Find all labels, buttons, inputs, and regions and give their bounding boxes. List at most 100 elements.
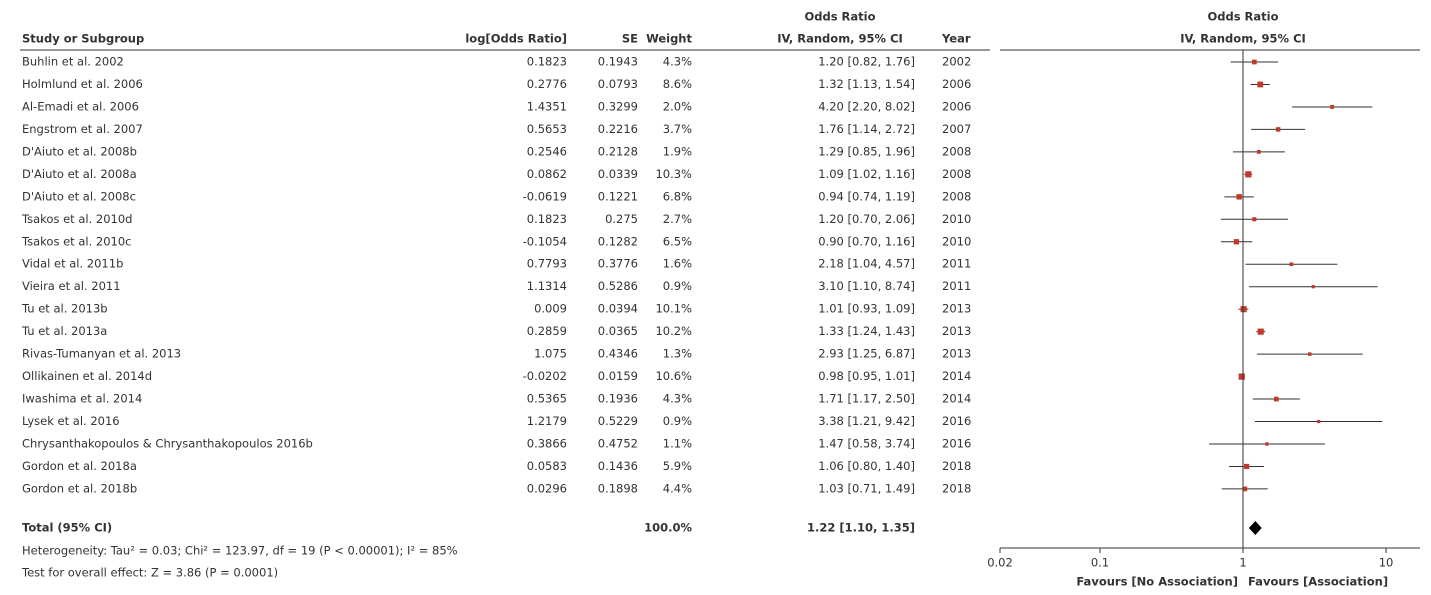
weight: 1.3%: [663, 347, 692, 361]
log-or: 1.1314: [527, 279, 567, 293]
point-estimate: [1240, 306, 1247, 313]
log-or: 0.0296: [527, 481, 567, 495]
study-name: Holmlund et al. 2006: [22, 77, 143, 91]
year: 2013: [942, 347, 971, 361]
or-ci: 1.76 [1.14, 2.72]: [818, 122, 915, 136]
study-name: D'Aiuto et al. 2008a: [22, 167, 137, 181]
log-or: 0.2546: [527, 144, 567, 158]
point-estimate: [1317, 419, 1321, 424]
favours-left: Favours [No Association]: [1076, 575, 1238, 589]
heterogeneity: Heterogeneity: Tau² = 0.03; Chi² = 123.9…: [22, 544, 458, 558]
se: 0.4346: [598, 347, 638, 361]
se: 0.1436: [598, 459, 638, 473]
point-estimate: [1308, 352, 1312, 356]
year: 2014: [942, 392, 971, 406]
year: 2018: [942, 481, 971, 495]
se: 0.2216: [598, 122, 638, 136]
log-or: -0.1054: [523, 234, 567, 248]
total-diamond: [1248, 521, 1262, 535]
se: 0.5286: [598, 279, 638, 293]
year: 2014: [942, 369, 971, 383]
log-or: 1.075: [534, 347, 567, 361]
weight: 1.1%: [663, 436, 692, 450]
point-estimate: [1252, 217, 1257, 222]
study-name: Lysek et al. 2016: [22, 414, 120, 428]
log-or: 0.0862: [527, 167, 567, 181]
year: 2008: [942, 189, 971, 203]
year: 2006: [942, 77, 971, 91]
se: 0.0793: [598, 77, 638, 91]
se: 0.0365: [598, 324, 638, 338]
or-ci: 1.20 [0.82, 1.76]: [818, 55, 915, 69]
study-name: Tu et al. 2013b: [21, 302, 108, 316]
se: 0.5229: [598, 414, 638, 428]
log-or: 0.009: [534, 302, 567, 316]
log-or: 0.2859: [527, 324, 567, 338]
year: 2006: [942, 99, 971, 113]
study-name: Vieira et al. 2011: [22, 279, 121, 293]
or-ci: 0.94 [0.74, 1.19]: [818, 189, 915, 203]
weight: 3.7%: [663, 122, 692, 136]
weight: 1.6%: [663, 257, 692, 271]
study-name: Buhlin et al. 2002: [22, 55, 124, 69]
log-or: 0.0583: [527, 459, 567, 473]
log-or: -0.0619: [523, 189, 567, 203]
log-or: 0.5653: [527, 122, 567, 136]
point-estimate: [1236, 194, 1242, 200]
log-or: 0.1823: [527, 212, 567, 226]
log-or: 0.5365: [527, 392, 567, 406]
weight: 0.9%: [663, 279, 692, 293]
x-tick-label: 10: [1379, 556, 1394, 570]
weight: 5.9%: [663, 459, 692, 473]
or-ci: 2.93 [1.25, 6.87]: [818, 347, 915, 361]
log-or: 0.1823: [527, 55, 567, 69]
or-ci: 0.90 [0.70, 1.16]: [818, 234, 915, 248]
se: 0.4752: [598, 436, 638, 450]
weight: 4.4%: [663, 481, 692, 495]
se: 0.1282: [598, 234, 638, 248]
point-estimate: [1242, 486, 1248, 492]
or-ci: 3.38 [1.21, 9.42]: [818, 414, 915, 428]
weight: 10.6%: [655, 369, 692, 383]
se: 0.0339: [598, 167, 638, 181]
weight: 100.0%: [644, 521, 692, 535]
study-name: Rivas-Tumanyan et al. 2013: [22, 347, 181, 361]
weight: 10.3%: [655, 167, 692, 181]
favours-right: Favours [Association]: [1248, 575, 1388, 589]
x-tick-label: 0.1: [1091, 556, 1109, 570]
study-name: Gordon et al. 2018b: [22, 481, 137, 495]
weight: 6.8%: [663, 189, 692, 203]
or-ci: 1.03 [0.71, 1.49]: [818, 481, 915, 495]
log-or: -0.0202: [523, 369, 567, 383]
or-ci: 1.71 [1.17, 2.50]: [818, 392, 915, 406]
point-estimate: [1273, 396, 1279, 402]
header: IV, Random, 95% CI: [777, 32, 903, 46]
study-name: Iwashima et al. 2014: [22, 392, 142, 406]
point-estimate: [1244, 463, 1250, 470]
point-estimate: [1251, 59, 1257, 65]
header: Study or Subgroup: [22, 32, 144, 46]
log-or: 1.2179: [527, 414, 567, 428]
se: 0.1936: [598, 392, 638, 406]
year: 2011: [942, 257, 971, 271]
year: 2008: [942, 144, 971, 158]
log-or: 1.4351: [527, 99, 567, 113]
study-name: Vidal et al. 2011b: [22, 257, 123, 271]
se: 0.3776: [598, 257, 638, 271]
point-estimate: [1257, 81, 1264, 88]
weight: 8.6%: [663, 77, 692, 91]
log-or: 0.2776: [527, 77, 567, 91]
study-name: Total (95% CI): [22, 521, 112, 535]
point-estimate: [1330, 105, 1335, 109]
study-name: Tsakos et al. 2010c: [21, 234, 131, 248]
point-estimate: [1265, 442, 1269, 446]
or-ci: 1.33 [1.24, 1.43]: [818, 324, 915, 338]
header: IV, Random, 95% CI: [1180, 32, 1306, 46]
study-name: Tsakos et al. 2010d: [21, 212, 132, 226]
log-or: 0.7793: [527, 257, 567, 271]
study-name: Engstrom et al. 2007: [22, 122, 143, 136]
year: 2016: [942, 436, 971, 450]
weight: 10.2%: [655, 324, 692, 338]
study-name: Gordon et al. 2018a: [22, 459, 137, 473]
